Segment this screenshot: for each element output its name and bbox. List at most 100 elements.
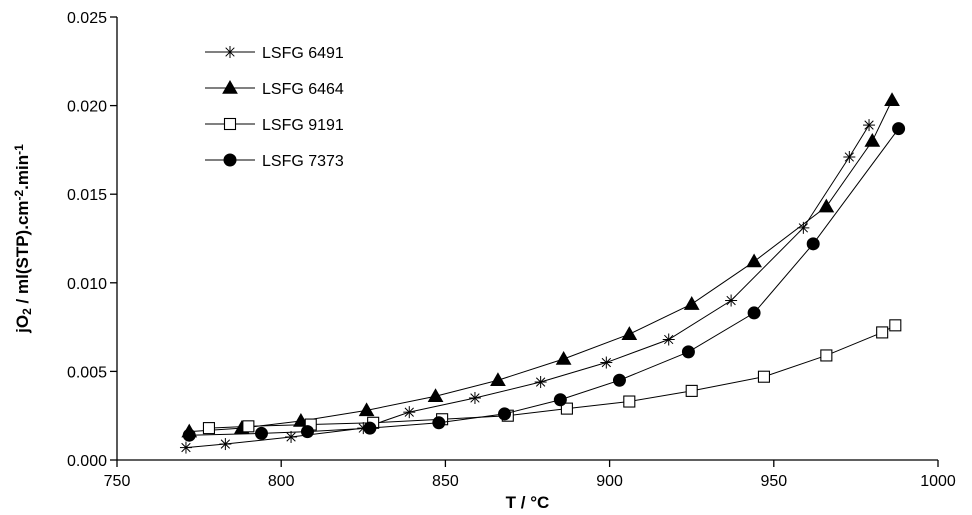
data-point-lsfg-6491 <box>468 391 481 404</box>
data-point-lsfg-7373 <box>553 393 567 407</box>
y-tick-label: 0.010 <box>67 276 107 293</box>
data-point-lsfg-7373 <box>254 426 268 440</box>
data-point-lsfg-7373 <box>806 237 820 251</box>
legend-marker <box>222 79 238 94</box>
marker-stroke <box>286 432 296 442</box>
data-point-lsfg-7373 <box>363 421 377 435</box>
marker-stroke <box>220 439 231 449</box>
series-lsfg-9191 <box>202 319 902 435</box>
legend-item-lsfg-6491: LSFG 6491 <box>205 45 344 62</box>
legend-marker <box>223 117 237 131</box>
legend-item-lsfg-6464: LSFG 6464 <box>205 79 344 98</box>
series-lsfg-7373 <box>182 122 906 442</box>
y-tick-label: 0.025 <box>67 10 107 27</box>
series-line-lsfg-9191 <box>208 324 896 429</box>
legend-marker <box>224 46 236 58</box>
data-point-lsfg-6491 <box>600 356 613 369</box>
y-axis-title-part: -2 <box>12 189 26 200</box>
legend-label: LSFG 9191 <box>262 117 344 134</box>
legend-label: LSFG 7373 <box>262 153 344 170</box>
legend-label: LSFG 6491 <box>262 45 344 62</box>
x-axis-title: T / °C <box>506 493 550 512</box>
marker-stroke <box>664 334 674 345</box>
data-point-lsfg-6464 <box>490 372 506 387</box>
data-point-lsfg-6491 <box>725 294 738 307</box>
y-axis-title: jO2 / ml(STP).cm-2.min-1 <box>12 144 34 334</box>
series-line-lsfg-6491 <box>185 124 870 449</box>
data-point-lsfg-9191 <box>202 422 216 435</box>
data-point-lsfg-9191 <box>685 384 698 397</box>
legend-item-lsfg-7373: LSFG 7373 <box>205 153 344 170</box>
data-point-lsfg-6464 <box>427 388 444 402</box>
x-ticks: 750 800 850 900 950 1000 <box>104 460 956 490</box>
data-point-lsfg-6464 <box>864 133 881 147</box>
y-tick-label: 0.015 <box>67 187 107 204</box>
data-point-lsfg-7373 <box>892 122 906 136</box>
data-point-lsfg-7373 <box>182 428 196 442</box>
legend: LSFG 6491 LSFG 6464 LSFG 9191 LSFG 7373 <box>205 45 344 170</box>
marker-stroke <box>864 120 874 130</box>
legend-marker <box>223 153 237 167</box>
data-point-lsfg-6464 <box>818 198 835 213</box>
data-point-lsfg-6491 <box>534 376 547 389</box>
data-point-lsfg-7373 <box>612 373 626 387</box>
data-point-lsfg-6491 <box>662 333 675 346</box>
y-ticks: 0.000 0.005 0.010 0.015 0.020 0.025 <box>67 10 117 470</box>
legend-item-lsfg-9191: LSFG 9191 <box>205 117 344 134</box>
marker-stroke <box>181 442 191 453</box>
data-point-lsfg-6464 <box>293 413 309 427</box>
marker-stroke <box>225 47 235 57</box>
data-point-lsfg-6464 <box>358 402 375 417</box>
legend-label: LSFG 6464 <box>262 81 344 98</box>
series-layer <box>179 92 906 454</box>
data-point-lsfg-6464 <box>746 253 762 268</box>
x-tick-label: 1000 <box>920 473 956 490</box>
y-axis-title-part: / ml(STP).cm <box>13 200 32 308</box>
marker-stroke <box>726 295 736 306</box>
data-point-lsfg-9191 <box>242 420 255 433</box>
y-axis-title-part: jO <box>13 315 32 334</box>
x-tick-label: 900 <box>596 473 623 490</box>
data-point-lsfg-7373 <box>498 407 512 421</box>
data-point-lsfg-9191 <box>757 370 770 383</box>
y-axis-title-part: 2 <box>20 308 34 315</box>
data-point-lsfg-6491 <box>403 406 416 419</box>
data-point-lsfg-6491 <box>219 438 232 451</box>
data-point-lsfg-9191 <box>889 319 902 332</box>
y-tick-label: 0.005 <box>67 364 107 381</box>
data-point-lsfg-6491 <box>863 119 876 132</box>
y-axis-title-part: .min <box>13 155 32 190</box>
data-point-lsfg-7373 <box>432 416 446 430</box>
marker-stroke <box>404 407 414 417</box>
data-point-lsfg-9191 <box>820 349 833 362</box>
data-point-lsfg-7373 <box>747 306 761 320</box>
data-point-lsfg-9191 <box>623 395 636 408</box>
axes <box>116 17 938 461</box>
data-point-lsfg-7373 <box>681 345 695 359</box>
series-line-lsfg-7373 <box>189 128 899 436</box>
marker-stroke <box>535 377 546 387</box>
data-point-lsfg-6491 <box>843 150 856 163</box>
data-point-lsfg-9191 <box>876 326 889 339</box>
y-tick-label: 0.000 <box>67 453 107 470</box>
x-tick-label: 850 <box>432 473 459 490</box>
data-point-lsfg-6464 <box>621 326 638 340</box>
data-point-lsfg-7373 <box>300 425 314 439</box>
data-point-lsfg-6464 <box>683 296 700 310</box>
x-tick-label: 800 <box>268 473 295 490</box>
y-tick-label: 0.020 <box>67 99 107 116</box>
data-point-lsfg-9191 <box>560 402 573 415</box>
data-point-lsfg-6464 <box>555 350 572 365</box>
data-point-lsfg-6491 <box>179 441 192 454</box>
marker-stroke <box>470 393 480 403</box>
x-tick-label: 750 <box>104 473 131 490</box>
marker-stroke <box>601 357 611 368</box>
marker-stroke <box>844 152 855 162</box>
x-tick-label: 950 <box>760 473 787 490</box>
series-lsfg-6491 <box>179 119 876 454</box>
y-axis-title-part: -1 <box>12 144 26 155</box>
data-point-lsfg-6464 <box>884 92 900 107</box>
data-point-lsfg-6491 <box>285 430 298 443</box>
marker-stroke <box>798 223 809 233</box>
